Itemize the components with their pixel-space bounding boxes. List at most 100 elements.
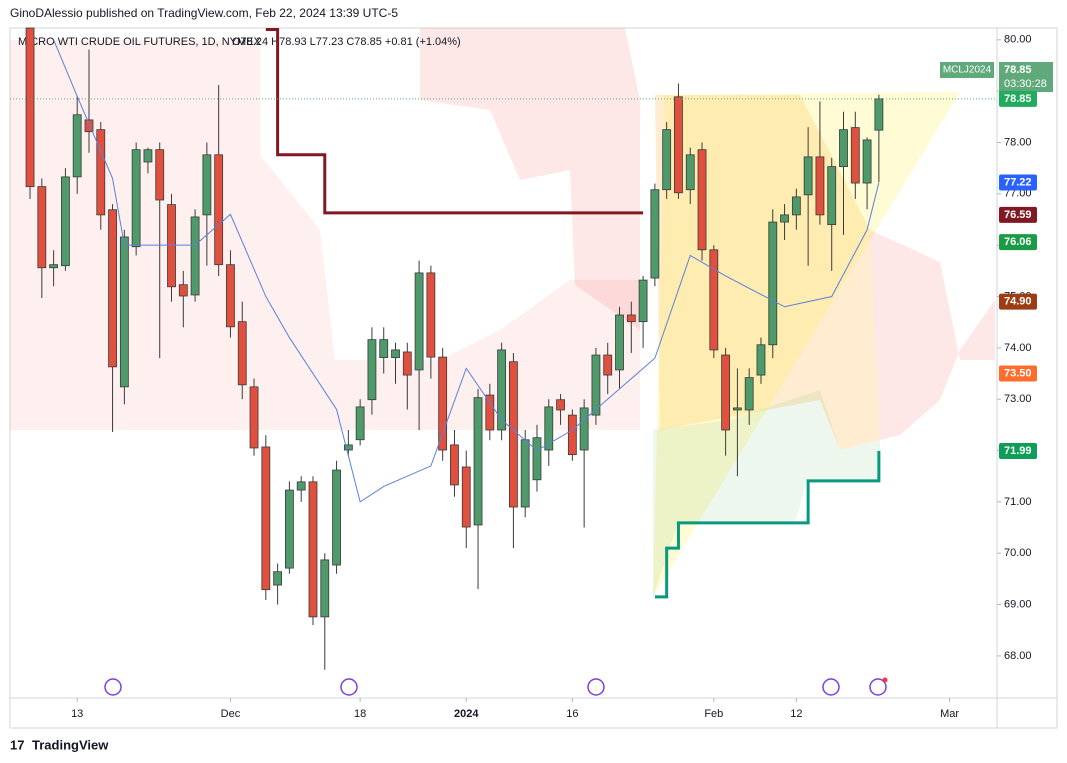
candle-body: [190, 216, 200, 296]
candle-body: [839, 129, 848, 168]
candle-body: [237, 321, 247, 386]
y-tick-label: 68.00: [1004, 650, 1032, 662]
y-tick-label: 70.00: [1004, 547, 1032, 559]
candle-body: [615, 314, 624, 371]
candle-body: [61, 176, 70, 267]
candle-body: [626, 314, 636, 323]
candle-body: [662, 129, 672, 191]
candle-body: [367, 339, 377, 401]
candle-body: [827, 166, 837, 226]
cloud: [870, 230, 995, 440]
y-tick-label: 69.00: [1004, 598, 1032, 610]
price-tag-label: 76.06: [1004, 236, 1032, 248]
price-tag-label: 77.22: [1004, 176, 1032, 188]
candle-body: [815, 156, 825, 216]
price-tag: [999, 174, 1037, 191]
candle-body: [391, 349, 400, 359]
candle-body: [285, 489, 294, 569]
candle-body: [473, 397, 483, 526]
attribution: GinoDAlessio published on TradingView.co…: [10, 6, 398, 20]
y-tick-label: 80.00: [1004, 34, 1032, 46]
candle-body: [638, 279, 648, 323]
candle-body: [72, 114, 82, 178]
candle-body: [674, 96, 683, 194]
brand: TradingView: [32, 737, 109, 752]
candle-body: [49, 264, 59, 269]
triangle-zone: [653, 92, 960, 597]
candle-body: [261, 446, 271, 591]
frame: [9, 27, 1058, 729]
candle-body: [155, 149, 165, 201]
symbol-tag: [940, 62, 994, 78]
candle-body: [402, 351, 412, 376]
candle-body: [567, 414, 577, 456]
candle-body: [143, 149, 153, 163]
candle-body: [131, 149, 141, 248]
candle-body: [320, 559, 330, 618]
candle-body: [332, 469, 341, 566]
symbol: MICRO WTI CRUDE OIL FUTURES, 1D, NYMEX: [18, 36, 261, 48]
candle-body: [520, 439, 530, 508]
y-tick-label: 73.00: [1004, 393, 1032, 405]
x-tick-label: 12: [790, 708, 802, 720]
candle-body: [202, 154, 212, 216]
candle-body: [214, 154, 224, 266]
candle-body: [862, 139, 872, 184]
price-tag-label: 78.85: [1004, 93, 1032, 105]
last-price-tag: [999, 62, 1053, 92]
candle-body: [414, 272, 424, 371]
candle-body: [426, 272, 436, 358]
candle-body: [379, 339, 389, 359]
candle-body: [273, 571, 283, 586]
symbol-label: MCLJ2024: [943, 65, 992, 76]
candle-body: [756, 344, 766, 376]
candle-body: [603, 354, 613, 376]
candle-body: [296, 481, 306, 491]
ohlc: O78.24 H78.93 L77.23 C78.85 +0.81 (+1.04…: [232, 36, 461, 48]
x-tick-label: 16: [566, 708, 578, 720]
candle-body: [355, 406, 365, 441]
candle-body: [768, 221, 778, 346]
candle-body: [37, 186, 47, 269]
indicator-line: [265, 28, 644, 215]
candle-body: [709, 249, 719, 351]
indicator-line: [53, 39, 880, 503]
candle-body: [167, 204, 176, 288]
price-tag: [999, 90, 1037, 107]
candle-body: [874, 98, 884, 131]
candle-body: [532, 437, 542, 481]
price-tag-label: 73.50: [1004, 367, 1032, 379]
candle-body: [579, 407, 589, 451]
price-tag: [999, 365, 1037, 382]
candle-body: [685, 154, 695, 191]
candle-body: [591, 354, 601, 416]
cloud: [10, 40, 640, 430]
candle-body: [721, 354, 731, 431]
candle-body: [791, 196, 801, 216]
x-tick-label: Feb: [704, 708, 723, 720]
candle-body: [438, 356, 448, 451]
candle-body: [178, 284, 188, 297]
candle-body: [25, 27, 35, 188]
price-tag-label: 74.90: [1004, 296, 1032, 308]
candle-body: [226, 264, 235, 328]
x-tick-label: 13: [71, 708, 83, 720]
candle-body: [744, 377, 754, 411]
candle-body: [485, 394, 495, 431]
y-tick-label: 74.00: [1004, 342, 1032, 354]
candle-body: [697, 149, 707, 251]
x-tick-label: Dec: [221, 708, 241, 720]
price-tag-label: 76.59: [1004, 209, 1032, 221]
plot: [25, 27, 884, 670]
x-tick-label: Mar: [940, 708, 959, 720]
candle-body: [497, 349, 507, 431]
candle-body: [308, 481, 318, 618]
last-price: 78.85: [1004, 64, 1032, 76]
candle-body: [108, 209, 117, 368]
price-tag-label: 71.99: [1004, 445, 1032, 457]
candle-body: [96, 129, 106, 216]
candle-body: [780, 214, 789, 223]
cloud: [420, 28, 640, 330]
candle-body: [450, 444, 459, 486]
